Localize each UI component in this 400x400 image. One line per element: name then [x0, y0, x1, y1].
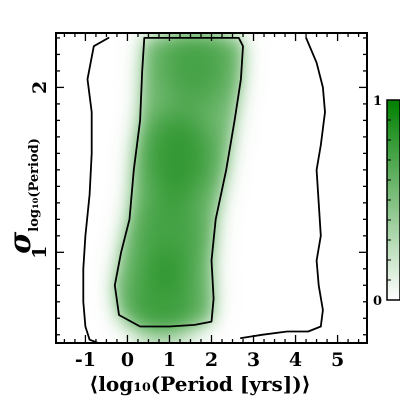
colorbar-minor-ticks — [387, 119, 391, 281]
x-tick-label: 3 — [247, 349, 260, 371]
y-tick-label: 2 — [29, 81, 51, 94]
y-tick-label: 1 — [29, 246, 51, 259]
svg-text:σlog₁₀(Period): σlog₁₀(Period) — [3, 138, 42, 254]
y-axis-ticks: 12 — [29, 37, 367, 336]
x-axis-label: ⟨log₁₀(Period [yrs])⟩ — [89, 372, 311, 396]
contour-outer-right — [240, 37, 326, 339]
density-peak-3 — [135, 189, 204, 282]
x-tick-label: 4 — [289, 349, 302, 371]
y-axis-label-sub: log₁₀(Period) — [27, 138, 42, 232]
x-axis-ticks: -1 0 1 2 3 4 5 — [63, 33, 360, 371]
y-axis-label: σlog₁₀(Period) — [3, 138, 42, 254]
y-axis-label-main: σ — [3, 231, 38, 254]
x-tick-label: 1 — [163, 349, 176, 371]
contour-lines — [82, 37, 326, 343]
colorbar: 1 0 — [373, 94, 400, 309]
density-field — [114, 33, 243, 343]
density-peak-2 — [160, 33, 229, 109]
x-tick-label: 2 — [205, 349, 218, 371]
x-tick-label: 5 — [331, 349, 344, 371]
colorbar-tick-high: 1 — [373, 94, 382, 109]
x-tick-label: 0 — [121, 349, 134, 371]
contour-outer-left — [82, 37, 110, 343]
x-tick-label: -1 — [75, 349, 96, 371]
contour-inner — [113, 37, 244, 328]
colorbar-tick-low: 0 — [373, 294, 382, 309]
density-peak-0 — [143, 110, 212, 203]
